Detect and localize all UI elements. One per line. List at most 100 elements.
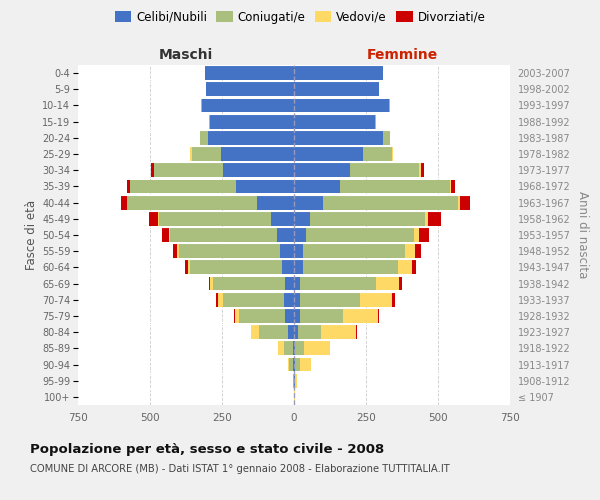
Bar [340,180,449,194]
Bar [284,342,293,355]
Bar [289,358,293,372]
Y-axis label: Anni di nascita: Anni di nascita [576,192,589,278]
Bar [294,293,300,306]
Bar [209,115,211,128]
Bar [392,147,394,161]
Bar [295,342,304,355]
Bar [294,147,363,161]
Bar [294,309,300,323]
Bar [283,260,294,274]
Bar [218,293,223,306]
Bar [360,293,392,306]
Bar [350,164,419,177]
Bar [257,196,294,209]
Bar [305,228,413,242]
Bar [179,244,280,258]
Bar [223,164,294,177]
Bar [277,228,294,242]
Bar [178,244,179,258]
Bar [185,260,188,274]
Bar [127,180,130,194]
Bar [205,66,294,80]
Bar [235,309,239,323]
Bar [425,212,428,226]
Bar [251,326,259,339]
Bar [460,196,470,209]
Bar [322,326,356,339]
Bar [300,276,376,290]
Bar [298,326,322,339]
Bar [233,309,235,323]
Bar [294,212,310,226]
Bar [211,115,294,128]
Bar [412,260,416,274]
Text: Femmine: Femmine [367,48,437,62]
Bar [383,131,391,144]
Bar [271,212,294,226]
Bar [127,196,257,209]
Bar [169,228,170,242]
Bar [356,326,358,339]
Bar [190,147,192,161]
Bar [259,326,288,339]
Bar [216,293,218,306]
Bar [294,276,300,290]
Y-axis label: Fasce di età: Fasce di età [25,200,38,270]
Bar [363,147,392,161]
Bar [419,164,421,177]
Bar [302,244,405,258]
Bar [449,180,451,194]
Text: COMUNE DI ARCORE (MB) - Dati ISTAT 1° gennaio 2008 - Elaborazione TUTTITALIA.IT: COMUNE DI ARCORE (MB) - Dati ISTAT 1° ge… [30,464,450,474]
Bar [294,244,302,258]
Bar [221,147,294,161]
Bar [162,228,169,242]
Bar [399,276,402,290]
Bar [300,293,360,306]
Bar [294,164,350,177]
Bar [421,164,424,177]
Bar [294,228,305,242]
Bar [173,244,178,258]
Bar [158,212,271,226]
Bar [374,115,376,128]
Bar [343,309,377,323]
Bar [206,82,294,96]
Bar [376,276,399,290]
Bar [170,228,277,242]
Bar [428,212,441,226]
Bar [208,131,294,144]
Bar [209,276,211,290]
Bar [211,276,214,290]
Bar [294,131,383,144]
Bar [202,98,294,112]
Bar [398,260,412,274]
Bar [451,180,455,194]
Bar [392,293,395,306]
Bar [288,326,294,339]
Bar [294,326,298,339]
Bar [294,180,340,194]
Bar [294,196,323,209]
Bar [192,147,221,161]
Bar [286,276,294,290]
Bar [415,244,421,258]
Bar [280,244,294,258]
Bar [294,66,383,80]
Bar [300,358,311,372]
Bar [377,309,379,323]
Bar [149,212,158,226]
Bar [154,164,223,177]
Bar [323,196,458,209]
Bar [413,228,419,242]
Bar [294,98,389,112]
Text: Popolazione per età, sesso e stato civile - 2008: Popolazione per età, sesso e stato civil… [30,442,384,456]
Bar [286,309,294,323]
Bar [214,276,286,290]
Bar [302,260,398,274]
Bar [294,82,379,96]
Bar [294,342,295,355]
Bar [419,228,430,242]
Bar [188,260,190,274]
Bar [284,293,294,306]
Text: Maschi: Maschi [159,48,213,62]
